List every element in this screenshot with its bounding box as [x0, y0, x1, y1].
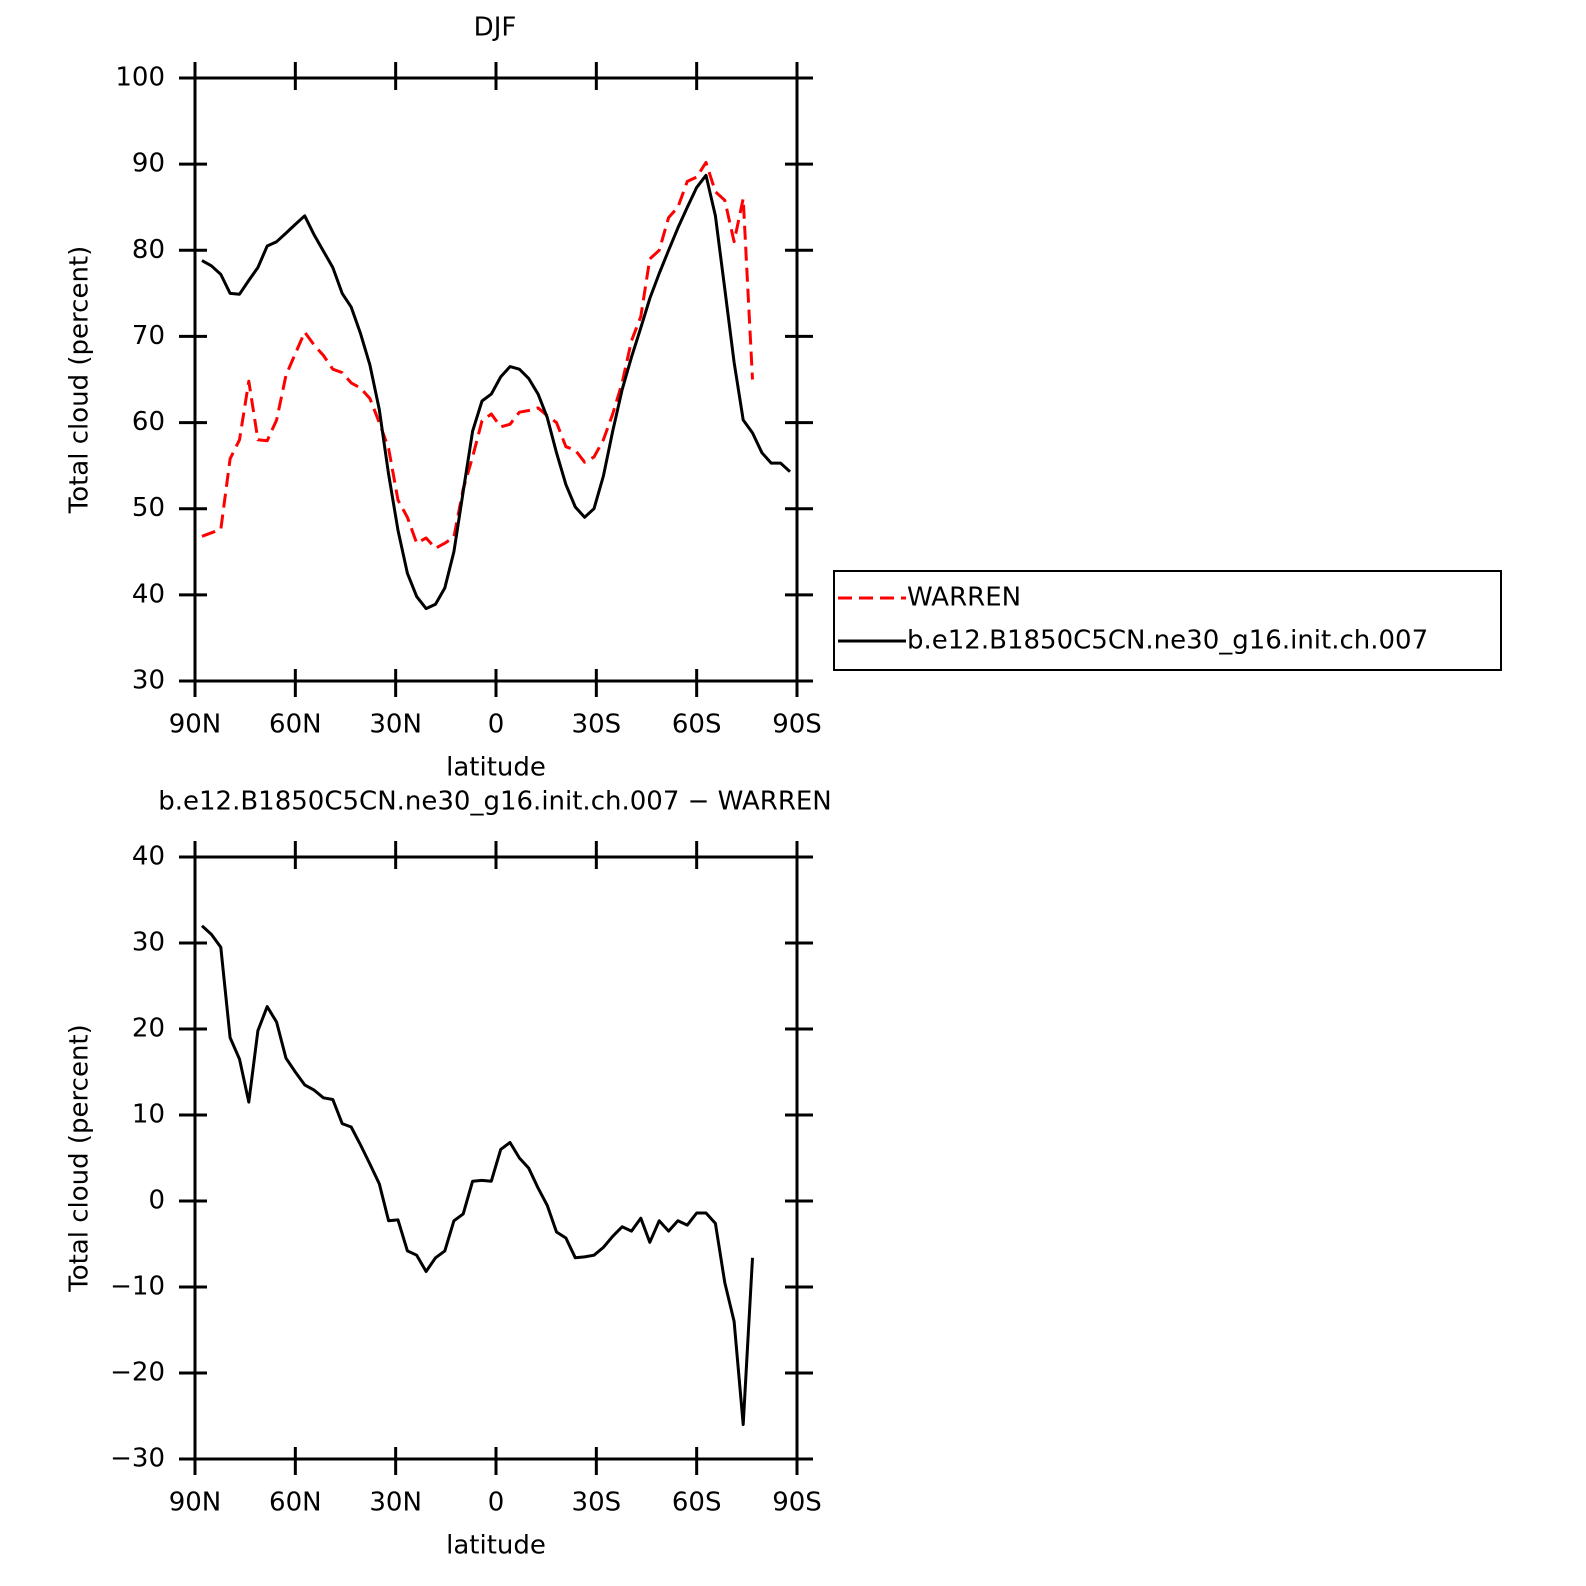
x-tick-label: 30S	[572, 1488, 622, 1518]
x-tick-label: 90N	[169, 710, 222, 740]
x-axis-label: latitude	[446, 1531, 546, 1561]
y-tick-label: −30	[110, 1444, 165, 1474]
x-tick-label: 30S	[572, 710, 622, 740]
chart-title: b.e12.B1850C5CN.ne30_g16.init.ch.007 − W…	[158, 787, 832, 817]
x-tick-label: 90N	[169, 1488, 222, 1518]
y-tick-label: −20	[110, 1358, 165, 1388]
y-tick-label: 60	[132, 407, 165, 437]
y-tick-label: 90	[132, 149, 165, 179]
y-tick-label: 70	[132, 321, 165, 351]
legend-box	[833, 570, 1502, 671]
data-line	[200, 924, 754, 1427]
x-tick-label: 30N	[369, 710, 422, 740]
y-tick-label: −10	[110, 1272, 165, 1302]
x-tick-label: 0	[488, 710, 505, 740]
y-tick-label: 0	[148, 1186, 165, 1216]
x-tick-label: 60S	[672, 710, 722, 740]
x-tick-label: 90S	[772, 710, 822, 740]
x-tick-label: 90S	[772, 1488, 822, 1518]
x-tick-label: 60S	[672, 1488, 722, 1518]
y-axis-label: Total cloud (percent)	[65, 246, 95, 515]
y-tick-label: 30	[132, 928, 165, 958]
x-axis-label: latitude	[446, 753, 546, 783]
x-tick-label: 30N	[369, 1488, 422, 1518]
legend-label: WARREN	[907, 583, 1021, 613]
y-tick-label: 20	[132, 1014, 165, 1044]
y-tick-label: 80	[132, 235, 165, 265]
y-tick-label: 40	[132, 579, 165, 609]
legend-label: b.e12.B1850C5CN.ne30_g16.init.ch.007	[907, 626, 1428, 656]
data-line	[201, 160, 754, 550]
y-tick-label: 40	[132, 842, 165, 872]
x-tick-label: 0	[488, 1488, 505, 1518]
x-tick-label: 60N	[269, 1488, 322, 1518]
y-tick-label: 10	[132, 1100, 165, 1130]
x-tick-label: 60N	[269, 710, 322, 740]
chart-title: DJF	[474, 13, 517, 43]
y-axis-label: Total cloud (percent)	[65, 1024, 95, 1293]
plot-frame	[193, 855, 799, 1461]
data-line	[201, 173, 792, 611]
y-tick-label: 30	[132, 666, 165, 696]
y-tick-label: 50	[132, 493, 165, 523]
y-tick-label: 100	[115, 63, 165, 93]
